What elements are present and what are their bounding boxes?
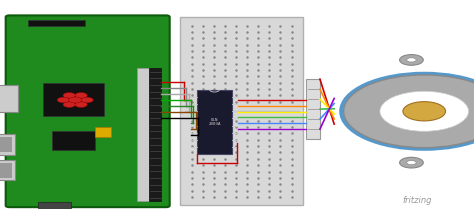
Circle shape (407, 58, 416, 62)
Circle shape (403, 102, 446, 121)
Bar (149, 68, 161, 201)
Bar (95, 127, 111, 137)
Bar (0, 163, 12, 178)
Circle shape (400, 157, 423, 168)
FancyBboxPatch shape (0, 160, 15, 180)
Circle shape (81, 97, 93, 103)
Circle shape (57, 97, 70, 103)
FancyBboxPatch shape (6, 15, 170, 207)
Circle shape (63, 102, 75, 107)
Text: ULN
2003A: ULN 2003A (208, 118, 221, 126)
Circle shape (407, 160, 416, 165)
Bar (43, 83, 104, 116)
Circle shape (63, 93, 75, 98)
Circle shape (344, 75, 474, 148)
Bar (306, 79, 320, 139)
FancyBboxPatch shape (0, 85, 18, 112)
Circle shape (380, 91, 468, 131)
Bar (197, 90, 232, 154)
FancyBboxPatch shape (0, 134, 15, 155)
Bar (38, 202, 71, 208)
Circle shape (400, 55, 423, 65)
Bar (0, 137, 12, 152)
Text: fritzing: fritzing (403, 196, 432, 205)
Circle shape (75, 93, 87, 98)
Circle shape (69, 97, 82, 103)
Bar (52, 131, 95, 150)
Circle shape (75, 102, 87, 107)
Bar (28, 20, 85, 26)
Bar (180, 17, 303, 205)
Bar (137, 68, 149, 201)
